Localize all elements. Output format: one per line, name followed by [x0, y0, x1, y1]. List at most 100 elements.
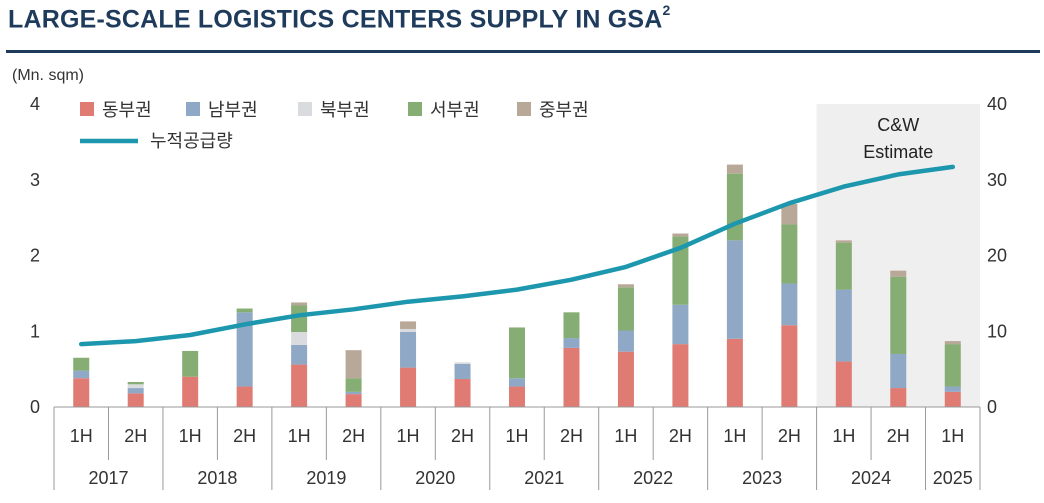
bar-segment	[781, 224, 798, 284]
x-tick-label: 1H	[941, 426, 964, 446]
bar-segment	[890, 276, 907, 354]
legend-label: 누적공급량	[150, 131, 233, 151]
bar-segment	[73, 370, 90, 379]
x-tick-label: 1H	[179, 426, 202, 446]
bar-segment	[835, 240, 852, 243]
x-tick-label: 1H	[397, 426, 420, 446]
bar-segment	[509, 386, 525, 407]
bar-segment	[182, 376, 199, 407]
bar-segment	[400, 321, 417, 329]
bar-segment	[944, 344, 961, 387]
bar-segment	[291, 302, 308, 306]
year-label: 2024	[851, 468, 891, 488]
legend-swatch	[80, 102, 94, 116]
estimate-label-line1: C&W	[877, 115, 919, 135]
x-tick-label: 2H	[342, 426, 365, 446]
bar-segment	[454, 363, 471, 379]
bar-segment	[127, 388, 144, 394]
bar-segment	[454, 378, 471, 407]
bar-segment	[563, 312, 580, 339]
legend-label: 동부권	[102, 100, 152, 120]
x-tick-label: 2H	[124, 426, 147, 446]
bar-segment	[672, 236, 689, 305]
bar-segment	[617, 287, 634, 331]
bar-segment	[890, 270, 907, 277]
bar-segment	[345, 391, 362, 395]
bar-segment	[835, 242, 852, 290]
bar-segment	[127, 393, 144, 407]
bar-segment	[291, 344, 308, 365]
y2-tick-label: 10	[987, 321, 1007, 341]
bar-segment	[291, 332, 308, 345]
bar-segment	[617, 284, 634, 288]
bar-segment	[400, 367, 417, 407]
y-tick-label: 2	[30, 246, 40, 266]
bar-segment	[454, 362, 471, 364]
bar-segment	[400, 332, 417, 368]
bar-segment	[835, 361, 852, 407]
bar-segment	[345, 378, 362, 392]
bar-segment	[291, 364, 308, 407]
x-tick-label: 2H	[233, 426, 256, 446]
x-tick-label: 1H	[832, 426, 855, 446]
y-axis-label: (Mn. sqm)	[12, 67, 84, 84]
bar-segment	[563, 338, 580, 348]
bar-segment	[672, 344, 689, 407]
chart-title: LARGE-SCALE LOGISTICS CENTERS SUPPLY IN …	[8, 2, 671, 34]
bar-segment	[400, 328, 417, 333]
x-tick-label: 2H	[560, 426, 583, 446]
title-divider	[6, 50, 1040, 53]
y2-tick-label: 0	[987, 397, 997, 417]
bar-segment	[345, 394, 362, 407]
bar-segment	[617, 351, 634, 407]
bar-segment	[182, 350, 199, 377]
bar-segment	[726, 164, 743, 174]
bar-segment	[781, 283, 798, 326]
bar-segment	[890, 353, 907, 389]
x-tick-label: 2H	[669, 426, 692, 446]
bar-segment	[726, 338, 743, 407]
x-tick-label: 2H	[451, 426, 474, 446]
cumulative-supply-line	[78, 164, 956, 347]
y-tick-label: 1	[30, 321, 40, 341]
legend-swatch	[298, 102, 312, 116]
bar-segment	[236, 308, 253, 313]
year-label: 2019	[306, 468, 346, 488]
legend-label: 남부권	[208, 100, 258, 120]
bar-segment	[127, 384, 144, 389]
bar-segment	[563, 347, 580, 407]
bar-segment	[617, 330, 634, 352]
bar-segment	[236, 312, 253, 387]
legend-swatch	[186, 102, 200, 116]
y-tick-label: 0	[30, 397, 40, 417]
bar-segment	[781, 203, 798, 225]
legend-label: 서부권	[430, 100, 480, 120]
bar-segment	[127, 382, 144, 385]
legend-swatch	[408, 102, 422, 116]
year-label: 2018	[197, 468, 237, 488]
year-label: 2020	[415, 468, 455, 488]
legend-swatch	[517, 102, 531, 116]
bar-segment	[509, 378, 525, 387]
x-tick-label: 1H	[288, 426, 311, 446]
bar-segment	[781, 325, 798, 407]
y2-tick-label: 30	[987, 170, 1007, 190]
legend-label: 북부권	[320, 100, 370, 120]
x-tick-label: 1H	[70, 426, 93, 446]
legend-label: 중부권	[539, 100, 589, 120]
bar-segment	[345, 350, 362, 379]
year-label: 2022	[633, 468, 673, 488]
bar-segment	[509, 327, 525, 379]
bar-segment	[672, 233, 689, 237]
bar-segment	[726, 240, 743, 339]
year-label: 2025	[933, 468, 973, 488]
bar-segment	[236, 386, 253, 407]
bar-segment	[944, 341, 961, 345]
bar-segment	[73, 378, 90, 407]
estimate-label-line2: Estimate	[863, 142, 933, 162]
x-tick-label: 2H	[778, 426, 801, 446]
bar-segment	[944, 391, 961, 407]
bar-segment	[73, 357, 90, 371]
bar-segment	[672, 304, 689, 345]
